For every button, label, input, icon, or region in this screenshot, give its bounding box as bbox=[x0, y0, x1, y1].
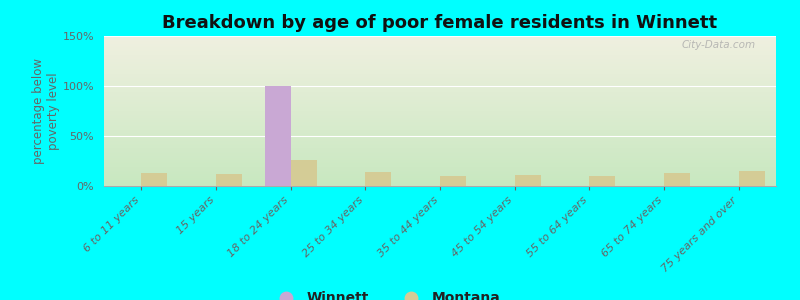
Bar bbox=[514, 175, 541, 186]
Bar bbox=[290, 160, 317, 186]
Bar bbox=[265, 86, 290, 186]
Text: City-Data.com: City-Data.com bbox=[682, 40, 756, 50]
Bar bbox=[664, 173, 690, 186]
Title: Breakdown by age of poor female residents in Winnett: Breakdown by age of poor female resident… bbox=[162, 14, 718, 32]
Bar bbox=[440, 176, 466, 186]
Bar bbox=[590, 176, 615, 186]
Bar bbox=[738, 171, 765, 186]
Legend: Winnett, Montana: Winnett, Montana bbox=[266, 286, 506, 300]
Bar bbox=[216, 174, 242, 186]
Bar bbox=[366, 172, 391, 186]
Bar bbox=[142, 173, 167, 186]
Y-axis label: percentage below
poverty level: percentage below poverty level bbox=[32, 58, 60, 164]
